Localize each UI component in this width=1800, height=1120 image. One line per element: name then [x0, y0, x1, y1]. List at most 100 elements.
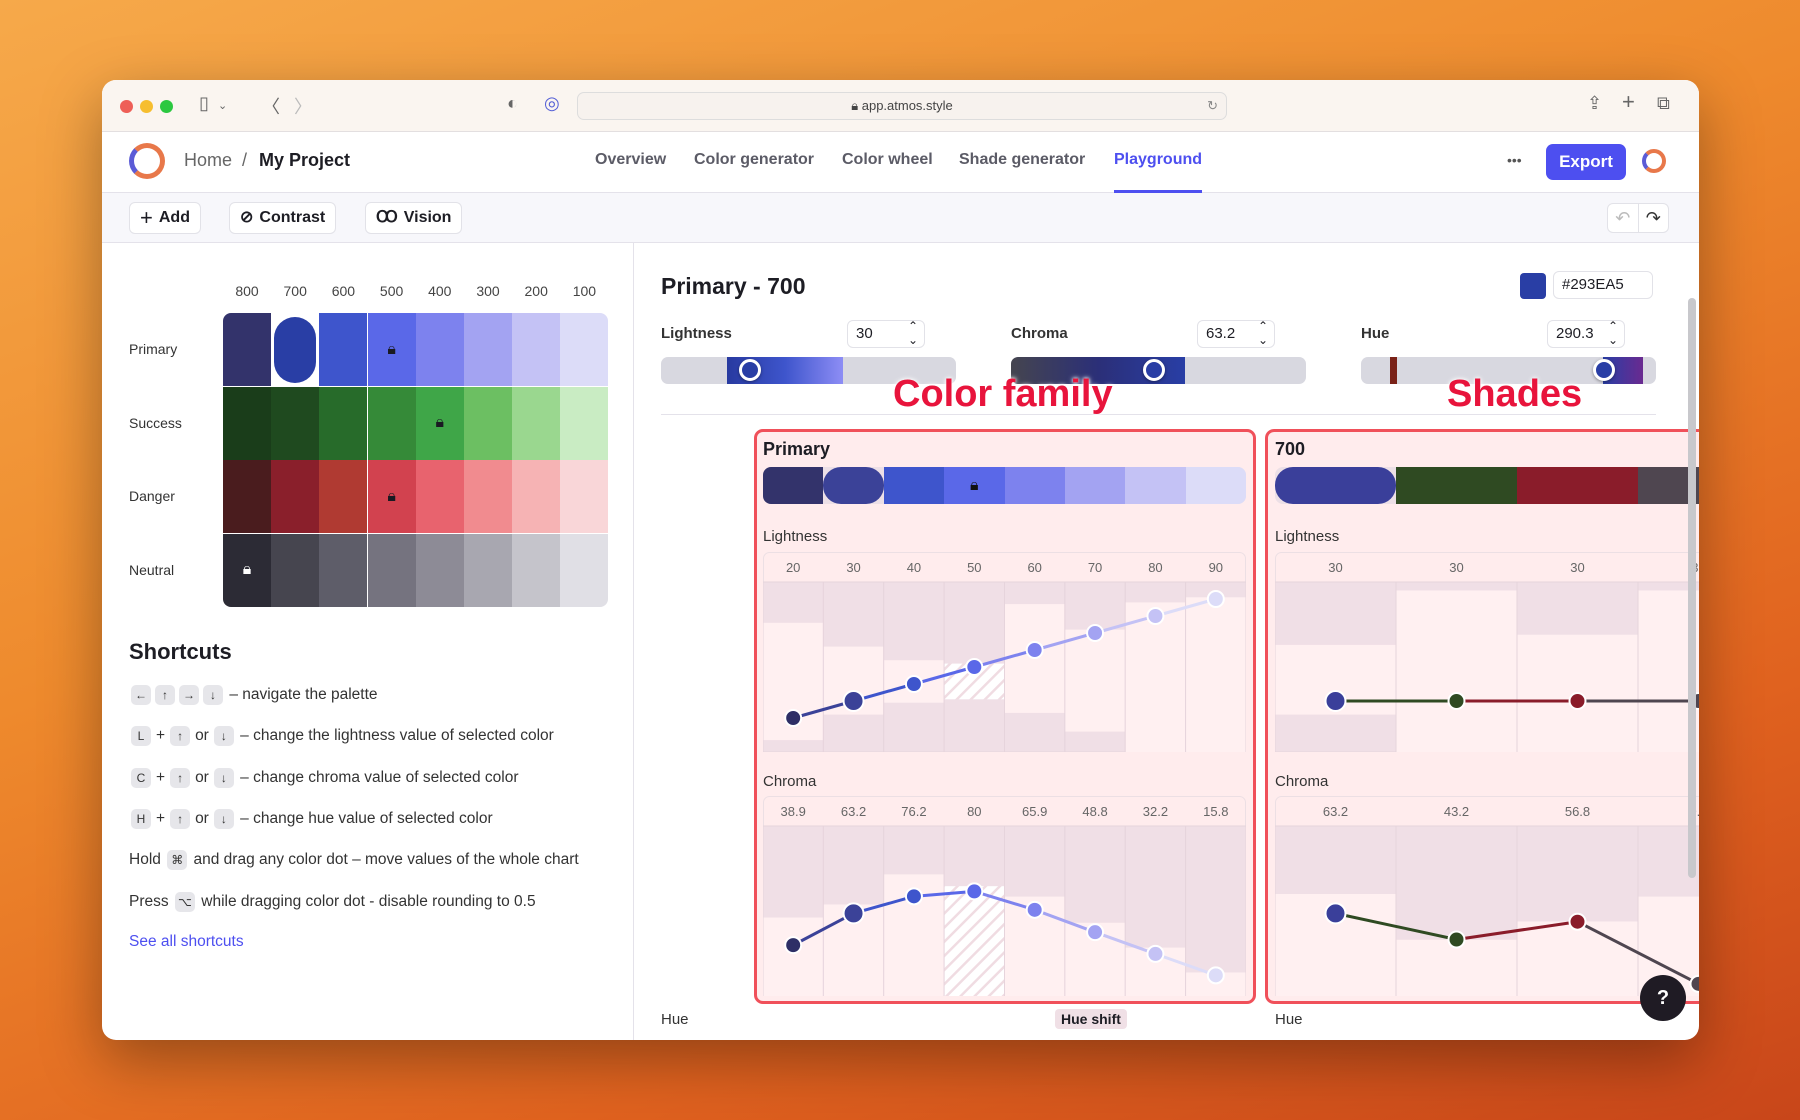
tab-shade-generator[interactable]: Shade generator — [959, 151, 1086, 168]
close-window-button[interactable] — [120, 100, 133, 113]
strip-color[interactable] — [883, 467, 945, 504]
forward-icon[interactable]: 〉 — [294, 97, 312, 117]
strip-color[interactable] — [823, 467, 884, 504]
strip-color[interactable] — [1517, 467, 1638, 504]
password-icon[interactable]: ◎ — [544, 93, 560, 113]
hex-input[interactable]: #293EA5 — [1553, 271, 1653, 299]
strip-color[interactable]: 🔒︎ — [944, 467, 1005, 504]
user-avatar[interactable] — [1642, 149, 1666, 173]
shield-icon[interactable]: ◐ — [507, 93, 518, 113]
chart-point[interactable] — [1324, 902, 1347, 925]
palette-cell[interactable] — [512, 386, 561, 460]
chart-point[interactable] — [1447, 692, 1466, 710]
strip-color[interactable] — [763, 467, 824, 504]
strip-color[interactable] — [1004, 467, 1065, 504]
chart-point[interactable] — [1568, 912, 1587, 931]
share-icon[interactable]: ⇪ — [1587, 93, 1603, 113]
chart-point[interactable] — [1025, 900, 1044, 919]
see-all-shortcuts-link[interactable]: See all shortcuts — [129, 933, 244, 950]
tab-playground[interactable]: Playground — [1114, 151, 1203, 168]
palette-cell[interactable]: 🔒︎ — [367, 313, 416, 386]
strip-color[interactable] — [1185, 467, 1246, 504]
palette-cell[interactable] — [464, 533, 512, 607]
app-logo[interactable] — [129, 143, 165, 179]
palette-cell[interactable] — [319, 386, 368, 460]
palette-cell[interactable] — [319, 313, 368, 386]
palette-cell[interactable] — [415, 533, 464, 607]
palette-cell[interactable]: 🔒︎ — [415, 386, 464, 460]
palette-cell[interactable] — [319, 460, 368, 533]
new-tab-icon[interactable]: + — [1622, 89, 1635, 114]
chart-point[interactable] — [1206, 590, 1225, 608]
palette-cell[interactable] — [560, 533, 609, 607]
export-button[interactable]: Export — [1546, 144, 1626, 180]
palette-row-label[interactable]: Primary — [129, 341, 178, 357]
stepper-icon[interactable]: ⌃ ⌄ — [907, 319, 918, 347]
tab-color-wheel[interactable]: Color wheel — [842, 151, 933, 168]
contrast-button[interactable]: ⊘ Contrast — [229, 202, 337, 234]
chart-point[interactable] — [1689, 974, 1700, 993]
chart-point[interactable] — [1086, 923, 1105, 942]
chroma-input[interactable]: 63.2 ⌃ ⌄ — [1197, 319, 1275, 348]
chart-point[interactable] — [965, 658, 984, 676]
color-swatch[interactable] — [1520, 273, 1546, 299]
strip-color[interactable] — [1275, 467, 1396, 504]
help-button[interactable]: ? — [1640, 975, 1686, 1021]
chart-point[interactable] — [1025, 641, 1044, 659]
redo-icon[interactable]: ↷ — [1645, 208, 1661, 228]
stepper-icon[interactable]: ⌃ ⌄ — [1257, 319, 1268, 347]
chart-point[interactable] — [1086, 624, 1105, 642]
strip-color[interactable] — [1125, 467, 1186, 504]
undo-icon[interactable]: ↶ — [1608, 204, 1639, 232]
vision-button[interactable]: Ꝏ Vision — [365, 202, 463, 234]
stepper-icon[interactable]: ⌃ ⌄ — [1607, 319, 1618, 347]
palette-cell[interactable] — [415, 313, 464, 386]
hue-shift-toggle[interactable]: Hue shift — [1055, 1009, 1127, 1029]
tab-color-generator[interactable]: Color generator — [694, 151, 815, 168]
palette-row-label[interactable]: Neutral — [129, 561, 175, 578]
palette-cell[interactable] — [367, 386, 416, 460]
palette-cell[interactable] — [464, 386, 512, 460]
palette-cell[interactable] — [319, 533, 368, 607]
palette-cell[interactable] — [464, 460, 512, 533]
palette-cell[interactable] — [223, 386, 271, 460]
palette-cell[interactable] — [367, 533, 416, 607]
chart-point[interactable] — [904, 887, 923, 906]
palette-row-label[interactable]: Success — [129, 414, 182, 431]
reload-icon[interactable]: ↻ — [1207, 98, 1218, 113]
chart-point[interactable] — [1568, 692, 1587, 710]
palette-cell[interactable]: 🔒︎ — [367, 460, 416, 533]
chart-point[interactable] — [1324, 690, 1347, 712]
lightness-slider-handle[interactable] — [739, 359, 761, 381]
chart-point[interactable] — [965, 882, 984, 901]
palette-cell[interactable] — [512, 460, 561, 533]
chart-point[interactable] — [1146, 944, 1165, 963]
address-bar[interactable]: 🔒︎ app.atmos.style ↻ — [577, 92, 1227, 120]
chart-point[interactable] — [1447, 930, 1466, 949]
palette-cell[interactable] — [415, 460, 464, 533]
sidebar-icon[interactable]: ▯ — [199, 93, 209, 113]
chart-point[interactable] — [784, 709, 803, 727]
palette-cell[interactable] — [560, 386, 609, 460]
hue-input[interactable]: 290.3 ⌃ ⌄ — [1547, 319, 1625, 348]
strip-color[interactable] — [1064, 467, 1126, 504]
chart-point[interactable] — [1146, 607, 1165, 625]
scrollbar[interactable] — [1688, 298, 1696, 878]
chart-point[interactable] — [904, 675, 923, 693]
add-button[interactable]: + Add — [129, 202, 201, 234]
chevron-down-icon[interactable]: ⌄ — [218, 100, 228, 112]
palette-cell[interactable] — [512, 313, 561, 386]
lightness-slider[interactable] — [661, 357, 956, 384]
lightness-input[interactable]: 30 ⌃ ⌄ — [847, 319, 925, 348]
tabs-overview-icon[interactable]: ⧉ — [1657, 93, 1670, 113]
tab-overview[interactable]: Overview — [595, 151, 667, 168]
palette-row-label[interactable]: Danger — [129, 488, 175, 504]
breadcrumb-home[interactable]: Home — [184, 150, 233, 170]
chroma-slider-handle[interactable] — [1143, 359, 1165, 381]
palette-cell[interactable] — [271, 533, 320, 607]
palette-cell[interactable] — [223, 460, 271, 533]
palette-cell[interactable] — [464, 313, 512, 386]
palette-cell[interactable] — [271, 386, 320, 460]
palette-cell[interactable] — [560, 460, 609, 533]
breadcrumb-project[interactable]: My Project — [259, 150, 351, 170]
